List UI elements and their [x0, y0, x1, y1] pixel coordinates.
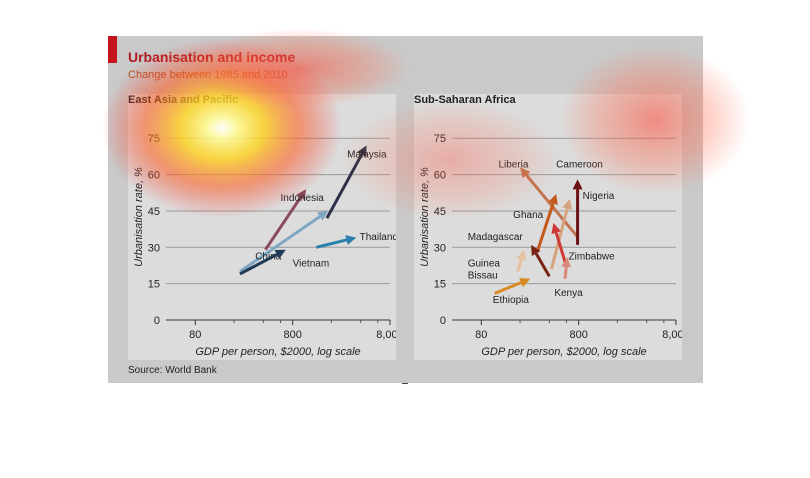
panel-title-sub-saharan-africa: Sub-Saharan Africa: [414, 94, 516, 106]
arrow-shaft-vietnam: [239, 253, 278, 276]
chart-subtitle: Change between 1985 and 2010: [128, 69, 288, 81]
series-label-thailand: Thailand: [360, 232, 396, 243]
x-tick-label-8000: 8,000: [376, 329, 396, 341]
series-label-kenya: Kenya: [554, 288, 583, 299]
arrow-shaft-guinea-bissau: [516, 258, 523, 272]
series-label-malaysia: Malaysia: [347, 150, 387, 161]
brand-accent-bar: [108, 36, 117, 63]
series-label-madagascar: Madagascar: [468, 232, 524, 243]
y-tick-label-15: 15: [148, 279, 160, 291]
series-guinea-bissau: Guinea Bissau: [468, 249, 527, 282]
y-tick-label-15: 15: [434, 279, 446, 291]
x-tick-label-80: 80: [475, 329, 487, 341]
arrow-shaft-ethiopia: [494, 281, 522, 295]
y-tick-label-30: 30: [148, 242, 160, 254]
arrow-shaft-kenya: [563, 266, 568, 279]
x-tick-label-8000: 8,000: [662, 329, 682, 341]
series-label-ghana: Ghana: [513, 210, 543, 221]
series-label-guinea-bissau: Guinea Bissau: [468, 259, 501, 282]
series-vietnam: Vietnam: [239, 249, 330, 276]
x-axis-label: GDP per person, $2000, log scale: [481, 346, 646, 358]
y-tick-label-30: 30: [434, 242, 446, 254]
x-axis-label: GDP per person, $2000, log scale: [195, 346, 360, 358]
y-axis-label: Urbanisation rate, %: [133, 167, 145, 267]
arrow-head-madagascar: [531, 244, 541, 257]
chart-figure: Urbanisation and income Change between 1…: [108, 36, 703, 383]
series-label-china: China: [255, 251, 282, 262]
series-label-liberia: Liberia: [498, 159, 528, 170]
series-label-zimbabwe: Zimbabwe: [569, 251, 616, 262]
series-kenya: Kenya: [554, 256, 583, 299]
y-tick-label-0: 0: [440, 315, 446, 327]
panel-title-east-asia: East Asia and Pacific: [128, 94, 239, 106]
x-tick-label-80: 80: [189, 329, 201, 341]
x-tick-label-800: 800: [283, 329, 301, 341]
arrow-shaft-thailand: [315, 238, 347, 249]
arrow-shaft-madagascar: [534, 252, 551, 278]
series-label-ethiopia: Ethiopia: [493, 295, 530, 306]
panel-east-asia: 0 15 30 45 60 75 80 800 8,000 GDP per person, $20…: [128, 94, 396, 360]
arrow-head-guinea-bissau: [516, 249, 527, 261]
y-tick-label-75: 75: [434, 133, 446, 145]
y-tick-label-60: 60: [148, 170, 160, 182]
series-label-nigeria: Nigeria: [583, 191, 615, 202]
arrow-head-zimbabwe: [551, 223, 562, 235]
x-tick-label-800: 800: [569, 329, 587, 341]
series-thailand: Thailand: [315, 232, 396, 249]
source-note: Source: World Bank: [128, 365, 217, 376]
chart-title: Urbanisation and income: [128, 49, 296, 65]
y-axis-label: Urbanisation rate, %: [419, 167, 431, 267]
arrow-head-vietnam: [274, 249, 286, 259]
y-tick-label-0: 0: [154, 315, 160, 327]
cursor-mark: [402, 383, 408, 384]
panel-sub-saharan-africa: 0 15 30 45 60 75 80 800 8,000 GDP per person, $20…: [414, 94, 682, 360]
y-tick-label-45: 45: [434, 206, 446, 218]
y-tick-label-45: 45: [148, 206, 160, 218]
series-ethiopia: Ethiopia: [493, 277, 531, 306]
arrow-head-cameroon: [562, 198, 573, 210]
arrow-head-ethiopia: [519, 277, 531, 288]
y-tick-label-60: 60: [434, 170, 446, 182]
arrow-head-kenya: [561, 256, 572, 268]
arrow-head-thailand: [345, 235, 357, 245]
arrow-shaft-china: [239, 215, 321, 273]
y-tick-label-75: 75: [148, 133, 160, 145]
series-madagascar: Madagascar: [468, 232, 551, 278]
series-label-cameroon: Cameroon: [556, 159, 603, 170]
series-label-vietnam: Vietnam: [293, 259, 330, 270]
series-label-indonesia: Indonesia: [280, 193, 324, 204]
